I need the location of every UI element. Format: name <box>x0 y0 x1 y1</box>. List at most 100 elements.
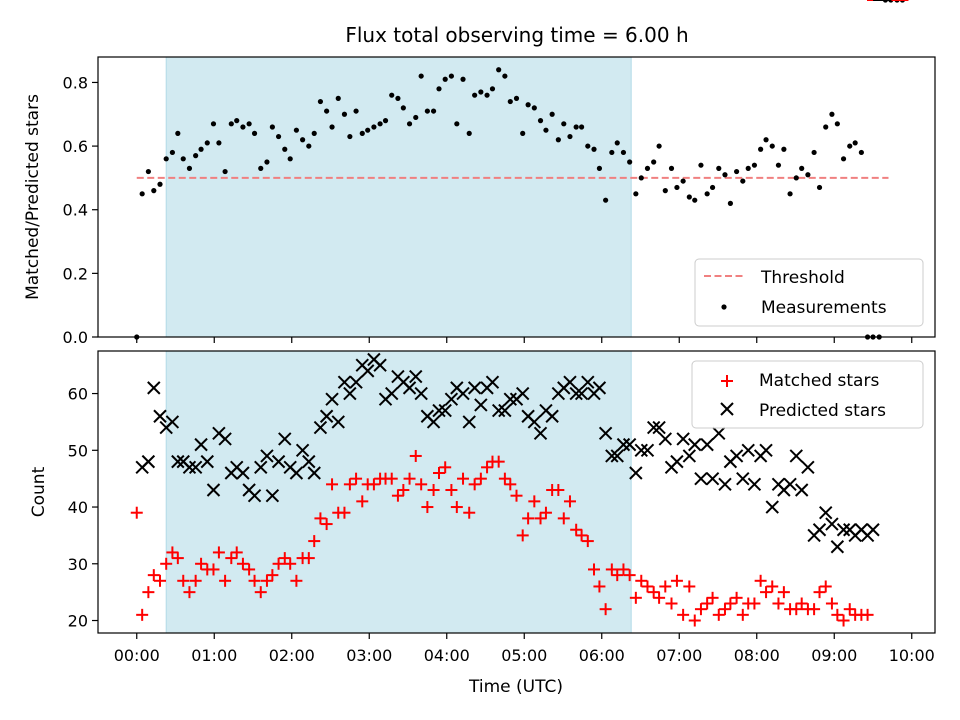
measurement-point <box>656 143 662 149</box>
measurement-point <box>537 118 544 124</box>
predicted-star-point <box>622 437 637 452</box>
measurement-point <box>555 137 561 143</box>
matched-star-point <box>343 478 356 491</box>
predicted-star-point <box>171 454 185 469</box>
y-tick-label: 40 <box>68 498 88 517</box>
measurement-point <box>763 137 769 143</box>
matched-star-point <box>433 466 445 479</box>
measurement-point <box>549 111 555 117</box>
measurement-point <box>805 172 811 178</box>
matched-star-point <box>225 552 238 565</box>
predicted-star-point <box>467 381 482 395</box>
matched-star-point <box>278 552 291 565</box>
matched-star-point <box>450 501 463 514</box>
matched-star-point <box>588 563 600 576</box>
predicted-star-point <box>765 500 779 514</box>
predicted-star-point <box>271 454 286 469</box>
matched-star-point <box>356 495 369 508</box>
matched-star-point <box>326 478 339 491</box>
measurement-point <box>513 95 520 101</box>
y-tick-label: 0.8 <box>63 73 88 92</box>
measurement-point <box>466 130 472 136</box>
measurement-point <box>573 124 579 130</box>
top-plot-frame <box>97 56 936 338</box>
measurement-point <box>448 73 454 79</box>
legend-measurements-label: Measurements <box>761 298 887 318</box>
measurement-point <box>186 165 193 171</box>
matched-star-point <box>284 557 297 570</box>
top-shaded-interval <box>165 56 632 338</box>
measurement-point <box>478 89 484 95</box>
matched-star-point <box>730 591 743 604</box>
measurement-point <box>329 124 335 130</box>
matched-star-point <box>350 472 363 485</box>
matched-star-point <box>593 580 606 593</box>
predicted-star-point <box>343 386 357 401</box>
matched-star-point <box>718 603 731 616</box>
measurement-point <box>740 178 746 184</box>
matched-star-point <box>195 557 208 570</box>
predicted-star-point <box>563 375 577 389</box>
predicted-star-point <box>574 386 589 401</box>
matched-star-point <box>130 506 143 519</box>
matched-star-point <box>481 461 494 474</box>
measurement-point <box>680 178 686 184</box>
measurement-point <box>585 143 591 149</box>
measurement-point <box>163 156 169 162</box>
measurement-point <box>293 127 299 133</box>
predicted-star-point <box>456 386 470 401</box>
predicted-star-point <box>533 426 548 440</box>
measurement-point <box>157 181 163 187</box>
measurement-point <box>852 140 858 146</box>
measurement-point <box>198 146 204 152</box>
measurement-point <box>716 165 722 171</box>
measurement-point <box>395 95 401 101</box>
predicted-star-point <box>141 454 156 469</box>
y-tick-label: 0.2 <box>63 264 88 283</box>
predicted-star-point <box>153 409 167 423</box>
measurement-point <box>472 92 478 98</box>
matched-star-point <box>142 586 155 599</box>
bottom-x-axis-ticks: 00:00 01:00 02:00 03:00 04:00 05:00 06:00 07:00… <box>114 633 935 665</box>
matched-star-point <box>701 597 714 610</box>
matched-star-point <box>552 484 565 497</box>
measurement-point <box>668 165 675 171</box>
matched-star-point <box>254 586 267 599</box>
matched-star-point <box>236 557 249 570</box>
predicted-star-point <box>801 460 815 475</box>
measurement-point <box>823 124 829 130</box>
matched-star-point <box>468 478 481 491</box>
matched-star-point <box>557 512 570 525</box>
y-tick-label: 50 <box>68 441 88 460</box>
measurement-point <box>799 165 805 171</box>
predicted-star-point <box>438 403 452 418</box>
matched-star-point <box>570 523 583 536</box>
matched-star-point <box>712 608 725 621</box>
measurement-point <box>317 98 324 105</box>
measurement-point <box>644 165 651 171</box>
measurement-point <box>169 149 175 156</box>
predicted-star-point <box>825 517 839 531</box>
measurement-point <box>709 184 716 191</box>
measurement-point <box>418 73 424 79</box>
measurement-point <box>300 137 306 143</box>
measurement-point <box>620 149 627 156</box>
measurement-point <box>698 162 704 168</box>
measurement-point <box>306 143 312 149</box>
matched-star-point <box>474 472 487 485</box>
matched-star-point <box>212 546 225 559</box>
measurement-points <box>134 0 906 340</box>
measurement-point <box>727 200 734 206</box>
measurement-point <box>858 149 864 156</box>
matched-star-point <box>189 574 202 587</box>
measurement-point <box>662 188 668 194</box>
y-tick-label: 20 <box>68 612 88 631</box>
matched-star-point <box>166 546 179 559</box>
legend-threshold-label: Threshold <box>760 268 845 288</box>
bottom-y-axis-label: Count <box>29 466 49 517</box>
matched-star-point <box>659 580 672 593</box>
matched-star-point <box>510 489 523 502</box>
measurement-point <box>596 165 603 171</box>
x-tick-label: 00:00 <box>114 646 160 665</box>
measurement-point <box>704 191 710 197</box>
